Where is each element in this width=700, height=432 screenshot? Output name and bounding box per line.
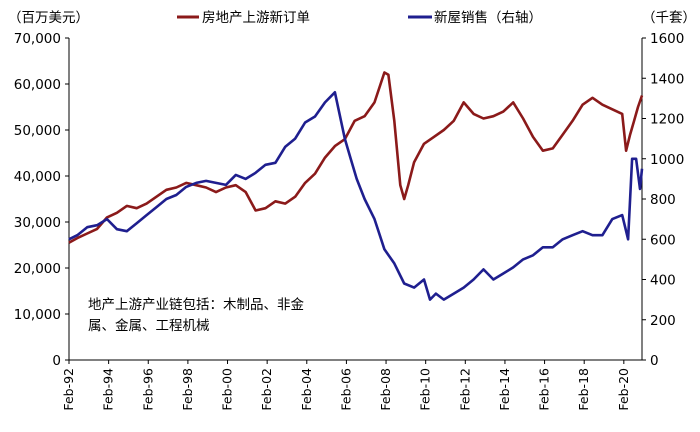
x-tick-label: Feb-00	[220, 368, 235, 411]
left-tick-label: 40,000	[14, 169, 61, 185]
right-tick-label: 1600	[650, 31, 684, 47]
x-tick-label: Feb-20	[616, 368, 631, 411]
right-tick-label: 600	[650, 232, 676, 248]
right-tick-label: 400	[650, 273, 676, 289]
right-tick-label: 1000	[650, 152, 684, 168]
left-axis-unit: （百万美元）	[8, 10, 89, 26]
x-tick-label: Feb-12	[457, 368, 472, 411]
x-tick-label: Feb-10	[418, 368, 433, 411]
x-tick-label: Feb-98	[180, 368, 195, 411]
x-tick-label: Feb-14	[497, 368, 512, 411]
x-tick-label: Feb-92	[61, 368, 76, 411]
series-line-sales	[68, 91, 644, 301]
series-line-orders	[68, 71, 644, 244]
left-tick-label: 30,000	[14, 215, 61, 231]
legend-label-sales: 新屋销售（右轴）	[434, 10, 542, 26]
right-tick-label: 800	[650, 192, 676, 208]
x-tick-label: Feb-16	[537, 368, 552, 411]
x-tick-label: Feb-18	[576, 368, 591, 411]
x-tick-label: Feb-06	[338, 368, 353, 411]
left-tick-label: 70,000	[14, 31, 61, 47]
x-axis-ticks: Feb-92 Feb-94 Feb-96 Feb-98 Feb-00 Feb-02 Feb-…	[61, 360, 631, 411]
x-tick-label: Feb-96	[140, 368, 155, 411]
right-tick-label: 0	[650, 353, 659, 369]
left-tick-label: 10,000	[14, 307, 61, 323]
right-tick-label: 1400	[650, 71, 684, 87]
right-axis-unit: （千套）	[642, 10, 696, 26]
legend-label-orders: 房地产上游新订单	[202, 10, 310, 26]
x-tick-label: Feb-94	[101, 368, 116, 411]
x-tick-label: Feb-04	[299, 368, 314, 411]
x-tick-label: Feb-08	[378, 368, 393, 411]
left-tick-label: 50,000	[14, 123, 61, 139]
left-axis-ticks: 0 10,000 20,000 30,000 40,000 50,000 60,000 70,…	[14, 31, 69, 369]
right-tick-label: 1200	[650, 112, 684, 128]
left-tick-label: 60,000	[14, 77, 61, 93]
left-tick-label: 20,000	[14, 261, 61, 277]
annotation-line-1: 地产上游产业链包括：木制品、非金	[88, 297, 304, 313]
annotation-line-2: 属、金属、工程机械	[88, 318, 210, 334]
legend: 房地产上游新订单 新屋销售（右轴）	[177, 10, 542, 26]
right-tick-label: 200	[650, 313, 676, 329]
x-tick-label: Feb-02	[259, 368, 274, 411]
left-tick-label: 0	[52, 353, 61, 369]
right-axis-ticks: 0 200 400 600 800 1000 1200 1400 1600	[642, 31, 684, 369]
